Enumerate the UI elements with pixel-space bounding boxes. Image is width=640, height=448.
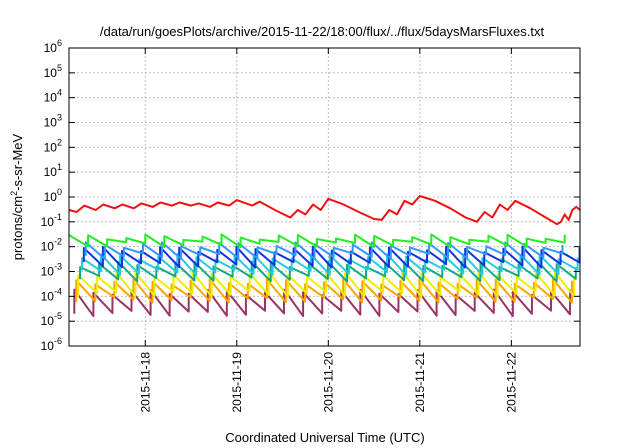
series-line <box>68 233 566 249</box>
x-axis: 2015-11-18 2015-11-19 2015-11-20 2015-11-21… <box>138 48 518 413</box>
x-tick-label: 2015-11-22 <box>504 352 518 413</box>
y-tick-label: 10-1 <box>41 212 62 229</box>
y-tick-label: 104 <box>44 88 62 105</box>
series-line <box>68 195 581 226</box>
y-tick-label: 10-6 <box>41 336 62 353</box>
x-tick-label: 2015-11-21 <box>413 352 427 413</box>
x-tick-label: 2015-11-20 <box>321 352 335 413</box>
y-tick-label: 102 <box>44 137 62 154</box>
series-line <box>73 288 572 318</box>
x-tick-label: 2015-11-19 <box>230 352 244 413</box>
y-axis-label: protons/cm2-s-sr-MeV <box>9 133 25 260</box>
y-axis-label-base: protons/cm <box>10 196 25 260</box>
y-tick-label: 101 <box>44 162 62 179</box>
chart-title: /data/run/goesPlots/archive/2015-11-22/1… <box>100 24 545 39</box>
y-axis-label-sup: 2 <box>9 191 19 196</box>
y-tick-label: 106 <box>44 38 62 55</box>
y-tick-label: 103 <box>44 113 62 130</box>
y-tick-label: 10-2 <box>41 237 62 254</box>
series-group <box>68 195 581 318</box>
series-line <box>77 270 575 298</box>
y-tick-label: 10-4 <box>41 286 62 303</box>
y-axis: 10-6 10-5 10-4 10-3 10-2 10-1 100 101 102 103 104 1… <box>41 38 580 353</box>
y-tick-label: 100 <box>44 187 62 204</box>
series-line <box>82 245 581 269</box>
x-tick-label: 2015-11-18 <box>138 352 152 413</box>
y-tick-label: 105 <box>44 63 62 80</box>
series-line <box>84 241 564 260</box>
y-tick-label: 10-3 <box>41 262 62 279</box>
x-axis-label: Coordinated Universal Time (UTC) <box>225 430 424 445</box>
y-axis-label-rest: -s-sr-MeV <box>10 133 25 190</box>
y-tick-label: 10-5 <box>41 311 62 328</box>
